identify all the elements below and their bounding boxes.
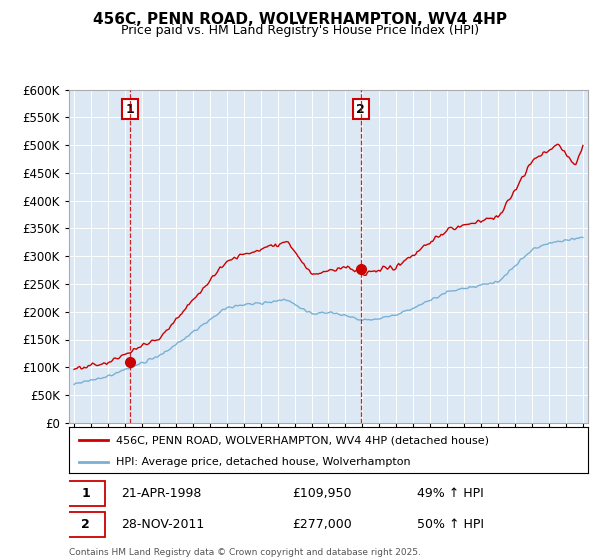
FancyBboxPatch shape bbox=[67, 512, 106, 536]
Text: HPI: Average price, detached house, Wolverhampton: HPI: Average price, detached house, Wolv… bbox=[116, 457, 410, 466]
Text: 28-NOV-2011: 28-NOV-2011 bbox=[121, 517, 204, 531]
Text: 2: 2 bbox=[356, 102, 365, 115]
Text: 1: 1 bbox=[125, 102, 134, 115]
Text: 456C, PENN ROAD, WOLVERHAMPTON, WV4 4HP (detached house): 456C, PENN ROAD, WOLVERHAMPTON, WV4 4HP … bbox=[116, 435, 489, 445]
Text: 2: 2 bbox=[82, 517, 90, 531]
Text: 50% ↑ HPI: 50% ↑ HPI bbox=[417, 517, 484, 531]
Text: 49% ↑ HPI: 49% ↑ HPI bbox=[417, 487, 484, 501]
Text: 21-APR-1998: 21-APR-1998 bbox=[121, 487, 201, 501]
Text: 456C, PENN ROAD, WOLVERHAMPTON, WV4 4HP: 456C, PENN ROAD, WOLVERHAMPTON, WV4 4HP bbox=[93, 12, 507, 27]
Text: Contains HM Land Registry data © Crown copyright and database right 2025.
This d: Contains HM Land Registry data © Crown c… bbox=[69, 548, 421, 560]
FancyBboxPatch shape bbox=[67, 482, 106, 506]
Text: £109,950: £109,950 bbox=[292, 487, 352, 501]
Text: £277,000: £277,000 bbox=[292, 517, 352, 531]
Text: Price paid vs. HM Land Registry's House Price Index (HPI): Price paid vs. HM Land Registry's House … bbox=[121, 24, 479, 38]
Text: 1: 1 bbox=[82, 487, 90, 501]
